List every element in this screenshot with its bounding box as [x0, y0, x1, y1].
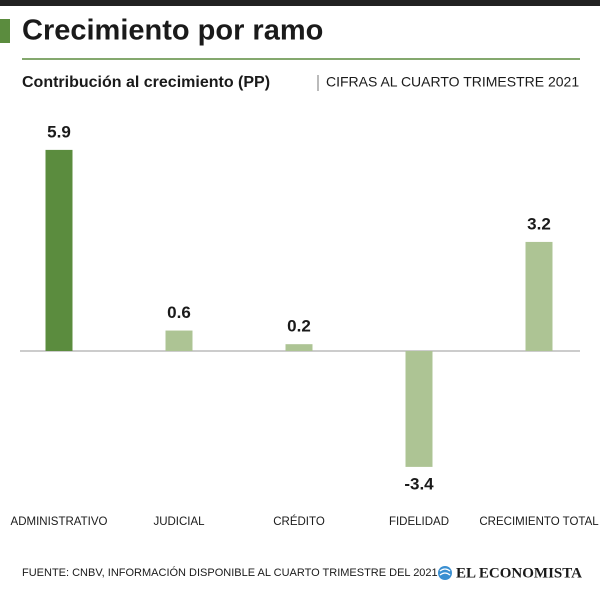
- x-tick-label: FIDELIDAD: [389, 516, 449, 528]
- bar: [165, 330, 193, 351]
- top-bar: [0, 0, 600, 6]
- x-tick-label: JUDICIAL: [153, 516, 205, 528]
- value-label: 3.2: [527, 214, 551, 233]
- brand-name: EL ECONOMISTA: [456, 565, 582, 581]
- x-tick-label: ADMINISTRATIVO: [11, 516, 108, 528]
- value-label: 0.6: [167, 303, 191, 322]
- x-tick-label: CRÉDITO: [273, 515, 325, 528]
- title-marker: [0, 19, 10, 43]
- brand-icon-wave: [439, 568, 451, 576]
- source: FUENTE: CNBV, INFORMACIÓN DISPONIBLE AL …: [22, 566, 438, 579]
- subtitle: Contribución al crecimiento (PP): [22, 74, 270, 91]
- x-tick-label: CRECIMIENTO TOTAL: [479, 516, 599, 528]
- bar: [45, 149, 73, 351]
- bar: [405, 351, 433, 467]
- value-label: 5.9: [47, 122, 71, 141]
- bar: [285, 344, 313, 351]
- chart-title: Crecimiento por ramo: [22, 15, 323, 47]
- bar: [525, 241, 553, 351]
- value-label: -3.4: [404, 474, 434, 493]
- brand-logo: EL ECONOMISTA: [438, 565, 582, 581]
- subtitle-note: CIFRAS AL CUARTO TRIMESTRE 2021: [326, 74, 579, 90]
- value-label: 0.2: [287, 317, 311, 336]
